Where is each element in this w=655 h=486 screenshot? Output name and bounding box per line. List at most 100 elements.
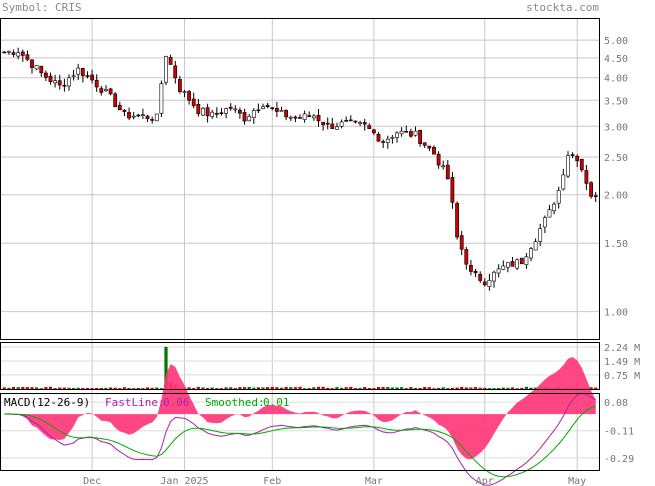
candle-body (85, 75, 90, 77)
candle-body (141, 114, 145, 116)
volume-bar (395, 387, 399, 389)
candle-body (538, 228, 543, 242)
candle-body (274, 108, 279, 112)
volume-tick-label: 0.75 M (604, 371, 640, 382)
candle-body (48, 75, 53, 82)
volume-bar (372, 388, 376, 389)
candle-body (371, 129, 376, 134)
candle-body (566, 155, 570, 177)
volume-bar (363, 387, 367, 389)
volume-bar (145, 387, 150, 389)
volume-bar (196, 386, 200, 389)
candle-body (496, 268, 501, 274)
volume-bar (256, 387, 260, 389)
price-tick-label: 1.50 (604, 239, 628, 250)
candle-body (284, 110, 289, 118)
candle-body (422, 142, 427, 146)
volume-bar (358, 387, 362, 389)
volume-bar (520, 387, 524, 389)
candle-body (515, 259, 520, 269)
candle-body (570, 154, 575, 156)
candle-body (501, 265, 506, 270)
macd-tick-label: 0.08 (604, 398, 628, 409)
volume-bar (85, 387, 90, 389)
candle-body (94, 79, 99, 88)
candle-body (362, 122, 367, 125)
candle-body (408, 131, 413, 137)
candle-body (16, 52, 21, 57)
candle-body (316, 115, 321, 122)
candle-body (353, 120, 358, 123)
candle-body (7, 50, 11, 53)
candle-body (270, 107, 275, 109)
candle-body (62, 84, 67, 87)
volume-bar (344, 387, 348, 389)
candle-body (261, 106, 265, 109)
volume-bar (510, 387, 515, 389)
volume-bar (219, 388, 223, 389)
candle-body (367, 125, 372, 129)
volume-bar (469, 387, 473, 389)
volume-bar (367, 388, 371, 389)
volume-bar (303, 388, 307, 389)
volume-bar (127, 388, 131, 389)
candle-body (53, 80, 58, 84)
candle-body (159, 83, 164, 114)
volume-bar (289, 387, 293, 389)
candle-body (399, 130, 404, 135)
candle-body (30, 59, 34, 68)
candle-body (233, 108, 238, 111)
volume-bar (81, 387, 85, 389)
volume-bar (72, 388, 76, 389)
axes: 5.00 4.50 4.00 3.50 3.00 2.50 2.00 1.50 1.00 2.24… (0, 18, 640, 486)
volume-bar (455, 387, 459, 389)
candle-body (436, 153, 441, 166)
candle-body (385, 138, 390, 143)
candle-body (427, 145, 432, 149)
candle-body (376, 134, 381, 142)
volume-bar (261, 387, 265, 389)
candle-body (219, 112, 224, 114)
volume-bar (266, 387, 270, 389)
macd-legend: MACD(12-26-9) FastLine: 0.06 Smoothed: 0… (4, 396, 290, 409)
candle-body (589, 182, 594, 197)
volume-bar (460, 386, 464, 389)
candle-body (71, 75, 76, 78)
volume-bar (450, 387, 454, 389)
volume-bar (141, 388, 145, 389)
volume-bar (242, 387, 247, 389)
volume-bar (441, 387, 445, 389)
candle-body (178, 79, 182, 92)
volume-bar (25, 387, 29, 389)
macd-panel (4, 357, 596, 486)
volume-bar (109, 387, 113, 389)
volume-bar (594, 387, 598, 389)
month-tick-label: Feb (263, 476, 281, 486)
candle-body (492, 271, 496, 282)
volume-bar (35, 387, 39, 389)
candle-body (561, 174, 566, 190)
volume-bar (155, 387, 159, 389)
candle-body (210, 111, 215, 117)
volume-bar (118, 388, 122, 389)
volume-bar (464, 387, 468, 389)
volume-bar (30, 387, 34, 389)
volume-bar (340, 387, 344, 389)
volume-bar (99, 388, 103, 389)
candle-body (104, 89, 108, 92)
volume-bar (446, 388, 450, 389)
volume-bar (7, 387, 11, 389)
volume-tick-label: 1.49 M (604, 357, 640, 368)
candle-body (464, 249, 469, 265)
volume-bar (192, 388, 196, 389)
volume-bar (478, 387, 482, 389)
volume-bar (215, 388, 219, 389)
candle-body (455, 203, 460, 238)
candle-body (381, 141, 386, 143)
candle-body (173, 65, 178, 79)
volume-bar (122, 387, 126, 389)
candle-body (390, 137, 395, 139)
candle-body (99, 88, 104, 93)
candle-body (579, 158, 584, 171)
candle-body (39, 65, 44, 74)
